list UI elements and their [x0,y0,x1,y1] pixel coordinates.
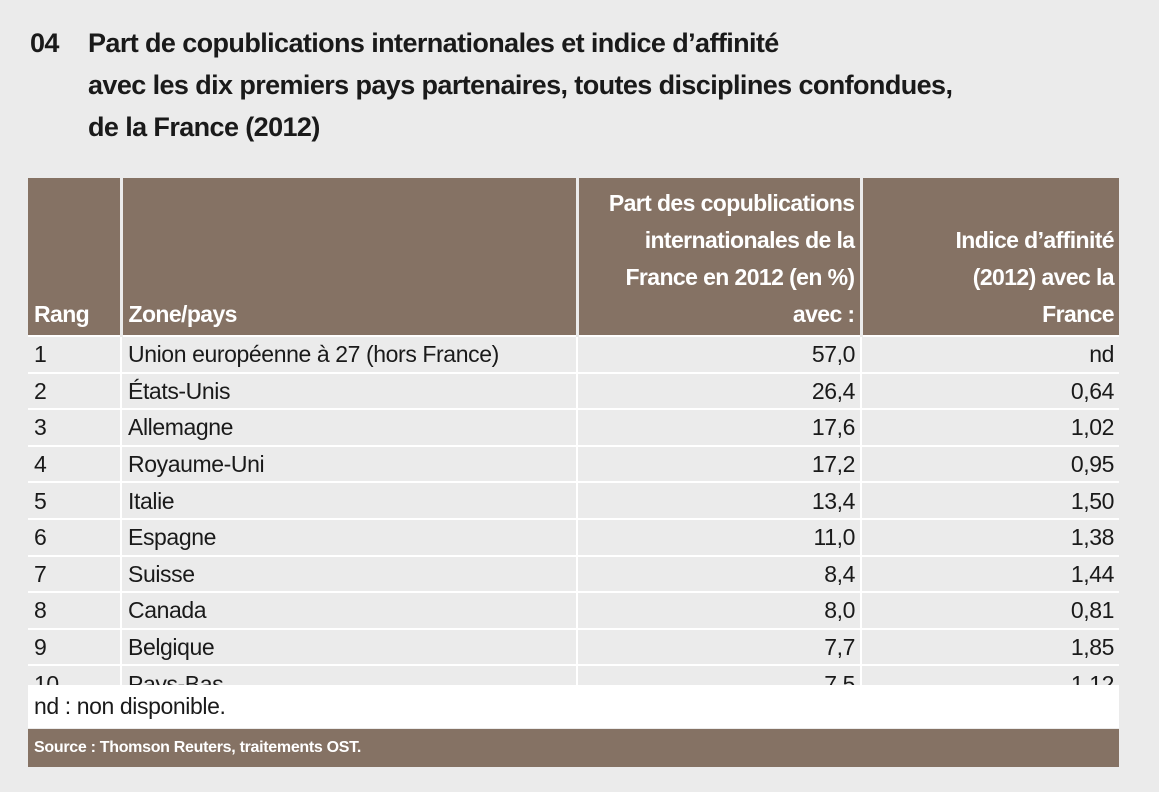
source-text: Source : Thomson Reuters, traitements OS… [34,739,362,756]
cell-rang: 1 [28,335,122,373]
table-row: 5 Italie 13,4 1,50 [28,481,1119,519]
cell-zone: Suisse [121,554,578,593]
header-indice: Indice d’affinité (2012) avec la France [861,178,1119,336]
table-row: 4 Royaume-Uni 17,2 0,95 [28,444,1119,483]
table-row: 7 Suisse 8,4 1,44 [28,554,1119,593]
header-part-line: avec : [792,301,855,327]
table-row: 8 Canada 8,0 0,81 [28,591,1119,629]
cell-part: 26,4 [577,371,862,410]
header-indice-line: Indice d’affinité [955,227,1115,253]
cell-zone: Royaume-Uni [121,444,578,483]
figure-number: 04 [30,28,59,58]
cell-rang: 8 [28,591,122,629]
header-part-line: internationales de la [644,227,855,253]
cell-rang: 3 [28,408,122,446]
cell-rang: 5 [28,481,122,519]
title-line: Part de copublications internationales e… [88,28,779,58]
cell-indice: 0,81 [861,591,1119,629]
footnote-text: nd : non disponible. [34,693,226,719]
table-row: 1 Union européenne à 27 (hors France) 57,0… [28,335,1119,373]
cell-part: 7,7 [577,627,862,666]
cell-rang: 9 [28,627,122,666]
cell-zone: Canada [121,591,578,629]
title-line: avec les dix premiers pays partenaires, … [88,70,953,100]
header-rang: Rang [28,178,123,336]
cell-indice: 1,38 [861,517,1119,556]
cell-indice: 1,44 [861,554,1119,593]
header-part: Part des copublications internationales … [577,178,863,336]
table-row: 3 Allemagne 17,6 1,02 [28,408,1119,446]
cell-indice: 0,64 [861,371,1119,410]
header-part-line: Part des copublications [608,190,855,216]
header-zone: Zone/pays [121,178,579,336]
cell-indice: 1,85 [861,627,1119,666]
cell-indice: 1,02 [861,408,1119,446]
title-line: de la France (2012) [88,112,320,142]
cell-part: 13,4 [577,481,862,519]
cell-indice: 0,95 [861,444,1119,483]
cell-zone: Belgique [121,627,578,666]
cell-rang: 6 [28,517,122,556]
header-indice-line: France [1042,301,1114,327]
cell-rang: 4 [28,444,122,483]
data-table: Rang Zone/pays Part des copublications i… [28,178,1119,704]
table-row: 9 Belgique 7,7 1,85 [28,627,1119,666]
cell-part: 8,4 [577,554,862,593]
cell-part: 57,0 [577,335,862,373]
cell-part: 17,2 [577,444,862,483]
cell-part: 8,0 [577,591,862,629]
table-row: 6 Espagne 11,0 1,38 [28,517,1119,556]
source-bar: Source : Thomson Reuters, traitements OS… [28,729,1119,767]
cell-indice: 1,50 [861,481,1119,519]
header-part-line: France en 2012 (en %) [625,264,855,290]
cell-part: 11,0 [577,517,862,556]
cell-rang: 7 [28,554,122,593]
cell-zone: Union européenne à 27 (hors France) [121,335,578,373]
cell-rang: 2 [28,371,122,410]
table-row: 2 États-Unis 26,4 0,64 [28,371,1119,410]
header-indice-line: (2012) avec la [972,264,1115,290]
cell-zone: Espagne [121,517,578,556]
header-row: Rang Zone/pays Part des copublications i… [28,178,1119,336]
footnote: nd : non disponible. [28,685,1119,728]
cell-zone: Italie [121,481,578,519]
cell-zone: États-Unis [121,371,578,410]
figure-title: 04 Part de copublications internationale… [30,22,953,148]
cell-zone: Allemagne [121,408,578,446]
cell-part: 17,6 [577,408,862,446]
cell-indice: nd [861,335,1119,373]
